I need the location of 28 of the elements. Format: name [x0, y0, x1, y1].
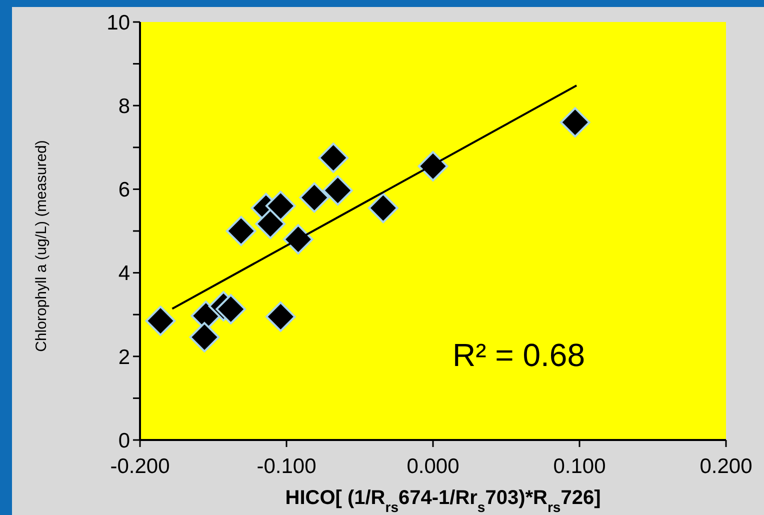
point	[266, 302, 296, 332]
x-axis-title: HICO[ (1/R$_{rs}$674-1/Rr$_{s}$703)*R$_{rs}$726]	[285, 487, 601, 515]
point	[368, 192, 398, 224]
x-tick-label: 0.000	[406, 455, 460, 478]
annotation: R² = 0.68	[452, 337, 585, 373]
point	[226, 216, 256, 246]
point	[322, 175, 353, 206]
point	[283, 224, 314, 254]
x-tick-label: -0.200	[110, 455, 170, 478]
y-tick-label: 4	[118, 262, 130, 286]
x-tick-label: 0.100	[553, 455, 606, 478]
y-tick-label: 10	[106, 11, 130, 34]
y-tick-label: 6	[118, 178, 130, 202]
point	[560, 107, 590, 138]
y-axis-title: Chlorophyll a (ug/L) (measured)	[33, 140, 50, 352]
x-tick-label: -0.100	[256, 455, 316, 478]
point	[266, 190, 296, 222]
point	[145, 306, 176, 336]
point	[418, 151, 448, 182]
point	[299, 182, 330, 213]
y-tick-label: 0	[118, 429, 130, 452]
y-tick-label: 8	[118, 94, 130, 118]
point	[255, 208, 286, 240]
x-tick-label: 0.200	[700, 455, 752, 478]
point	[189, 322, 220, 352]
y-tick-label: 2	[118, 346, 130, 369]
point	[318, 142, 349, 173]
point	[216, 294, 246, 324]
